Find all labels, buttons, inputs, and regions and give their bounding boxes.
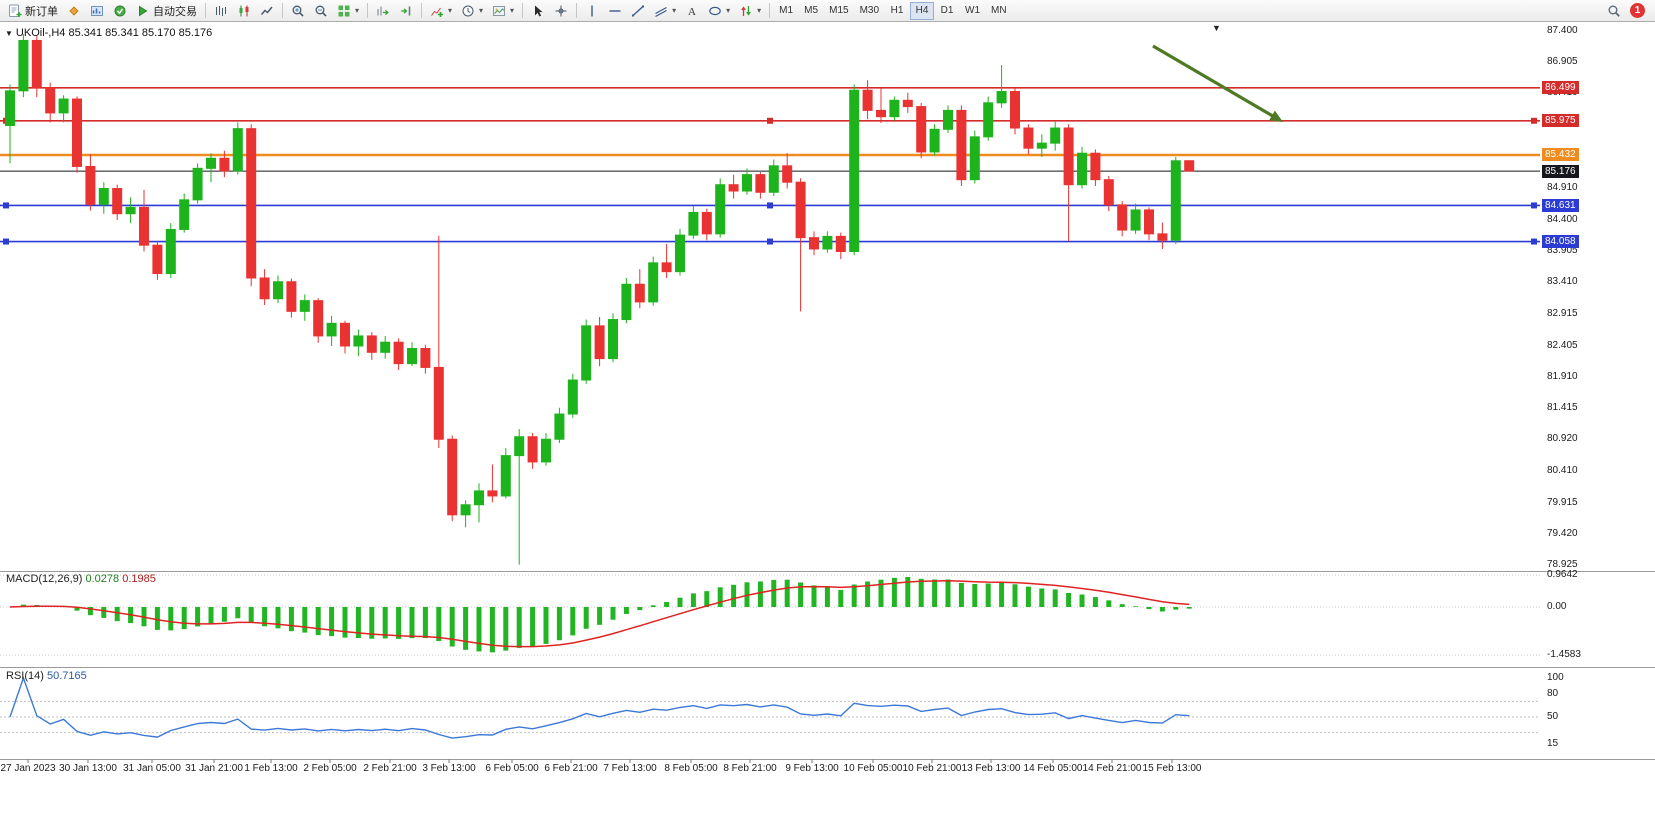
add-indicator-icon xyxy=(430,4,444,18)
data-window-button[interactable] xyxy=(86,1,108,20)
new-order-button[interactable]: 新订单 xyxy=(4,1,62,20)
arrows-tool-button[interactable]: ▾ xyxy=(735,1,765,20)
algo-trading-label: 自动交易 xyxy=(153,5,197,18)
shapes-tool-button[interactable]: ▾ xyxy=(704,1,734,20)
zoom-in-icon xyxy=(291,4,305,18)
timeframe-m15[interactable]: M15 xyxy=(824,2,853,20)
toolbar-separator xyxy=(205,3,206,18)
chart-canvas[interactable]: ▼ UKOil-,H4 85.341 85.341 85.170 85.176 ▼… xyxy=(0,22,1655,825)
channel-tool-button[interactable]: ▾ xyxy=(650,1,680,20)
search-button[interactable] xyxy=(1603,1,1625,20)
timeframe-m30[interactable]: M30 xyxy=(855,2,884,20)
bar-panel-icon xyxy=(90,4,104,18)
diamond-icon xyxy=(67,4,81,18)
chevron-down-icon: ▾ xyxy=(510,6,515,15)
auto-scroll-icon xyxy=(376,4,390,18)
timeframe-mn[interactable]: MN xyxy=(986,2,1012,20)
bars-chart-button[interactable] xyxy=(210,1,232,20)
chevron-down-icon: ▾ xyxy=(672,6,677,15)
toolbar-separator xyxy=(421,3,423,18)
vertical-line-tool-button[interactable] xyxy=(581,1,603,20)
text-tool-button[interactable]: A xyxy=(681,1,703,20)
zoom-out-button[interactable] xyxy=(310,1,332,20)
toolbar-separator xyxy=(522,3,524,18)
trendline-tool-button[interactable] xyxy=(627,1,649,20)
candlestick-chart-icon xyxy=(237,4,251,18)
timeframe-m5[interactable]: M5 xyxy=(799,2,823,20)
new-order-icon xyxy=(8,4,22,18)
line-chart-button[interactable] xyxy=(256,1,278,20)
timeframe-h4[interactable]: H4 xyxy=(910,1,935,20)
new-order-label: 新订单 xyxy=(25,5,58,18)
period-clock-button[interactable]: ▾ xyxy=(457,1,487,20)
candlestick-chart-button[interactable] xyxy=(233,1,255,20)
template-button[interactable]: ▾ xyxy=(488,1,518,20)
notification-badge: 1 xyxy=(1630,3,1645,18)
notifications-button[interactable]: 1 xyxy=(1626,1,1651,20)
chevron-down-icon: ▾ xyxy=(757,6,762,15)
tile-windows-button[interactable]: ▾ xyxy=(333,1,363,20)
zoom-in-button[interactable] xyxy=(287,1,309,20)
toolbar-separator xyxy=(576,3,578,18)
tile-grid-icon xyxy=(337,4,351,18)
toolbar-separator xyxy=(769,3,771,18)
crosshair-icon xyxy=(554,4,568,18)
cursor-tool-button[interactable] xyxy=(527,1,549,20)
toolbar-separator xyxy=(367,3,369,18)
timeframe-m1[interactable]: M1 xyxy=(774,2,798,20)
search-icon xyxy=(1607,4,1621,18)
chevron-down-icon: ▾ xyxy=(355,6,360,15)
chevron-down-icon: ▾ xyxy=(726,6,731,15)
chevron-down-icon: ▾ xyxy=(479,6,484,15)
text-icon: A xyxy=(685,4,699,18)
toolbar-separator xyxy=(282,3,283,18)
timeframe-group: M1 M5 M15 M30 H1 H4 D1 W1 MN xyxy=(774,1,1012,20)
price-chart[interactable] xyxy=(0,22,1655,825)
vertical-line-icon xyxy=(585,4,599,18)
crosshair-tool-button[interactable] xyxy=(550,1,572,20)
chevron-down-icon: ▾ xyxy=(448,6,453,15)
toolbar: 新订单 自动交易 ▾ ▾ ▾ ▾ ▾ A ▾ ▾ xyxy=(0,0,1655,22)
timeframe-d1[interactable]: D1 xyxy=(935,2,959,20)
chart-shift-icon xyxy=(399,4,413,18)
horizontal-line-tool-button[interactable] xyxy=(604,1,626,20)
play-icon xyxy=(136,4,150,18)
bars-chart-icon xyxy=(214,4,228,18)
channel-icon xyxy=(654,4,668,18)
add-indicator-button[interactable]: ▾ xyxy=(426,1,456,20)
timeframe-h1[interactable]: H1 xyxy=(885,2,909,20)
clock-icon xyxy=(461,4,475,18)
zoom-out-icon xyxy=(314,4,328,18)
green-check-circle-icon xyxy=(113,4,127,18)
auto-scroll-button[interactable] xyxy=(372,1,394,20)
line-chart-icon xyxy=(260,4,274,18)
market-watch-button[interactable] xyxy=(63,1,85,20)
chart-shift-button[interactable] xyxy=(395,1,417,20)
svg-text:A: A xyxy=(688,6,696,18)
horizontal-line-icon xyxy=(608,4,622,18)
ellipse-icon xyxy=(708,4,722,18)
cursor-icon xyxy=(531,4,545,18)
connection-status-button[interactable] xyxy=(109,1,131,20)
trendline-icon xyxy=(631,4,645,18)
timeframe-w1[interactable]: W1 xyxy=(960,2,985,20)
template-image-icon xyxy=(492,4,506,18)
arrows-icon xyxy=(739,4,753,18)
algo-trading-button[interactable]: 自动交易 xyxy=(132,1,201,20)
